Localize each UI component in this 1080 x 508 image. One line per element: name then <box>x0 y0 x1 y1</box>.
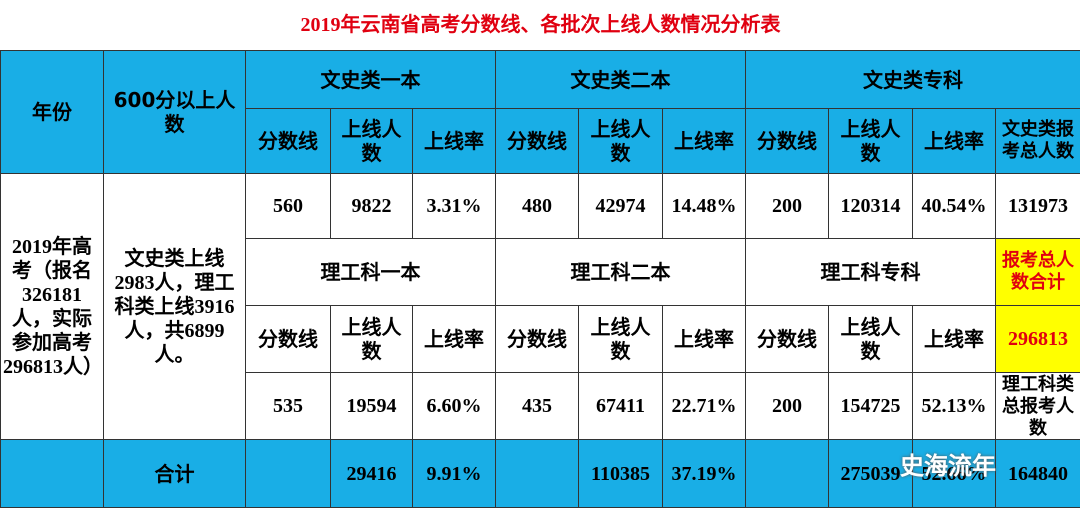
title: 2019年云南省高考分数线、各批次上线人数情况分析表 <box>300 14 781 36</box>
table-cell: 2019年高考（报名326181人，实际参加高考296813人） <box>0 173 104 440</box>
table-cell: 110385 <box>578 439 663 508</box>
table-cell: 报考总人数合计 <box>994 238 1080 306</box>
table-cell: 9.91% <box>412 439 496 508</box>
table-cell: 上线人数 <box>330 305 413 373</box>
table-cell: 42974 <box>578 173 663 239</box>
table-cell: 上线人数 <box>828 108 913 174</box>
table-cell: 理工科二本 <box>495 238 746 306</box>
table-cell: 上线率 <box>912 305 996 373</box>
table-cell: 52.13% <box>912 372 996 440</box>
table-cell: 6.60% <box>412 372 496 440</box>
table-cell: 200 <box>745 372 829 440</box>
watermark: 史海流年 <box>900 452 996 480</box>
table-cell: 600分以上人数 <box>103 50 246 174</box>
table-cell: 分数线 <box>245 108 331 174</box>
table-cell: 分数线 <box>495 305 579 373</box>
table-row: 2019年高考（报名326181人，实际参加高考296813人） 文史类上线298… <box>0 173 1080 440</box>
table-cell: 67411 <box>578 372 663 440</box>
table-cell: 上线率 <box>912 108 996 174</box>
table-cell: 22.71% <box>662 372 746 440</box>
table-cell: 分数线 <box>745 305 829 373</box>
table-cell: 131973 <box>994 173 1080 239</box>
table-cell: 200 <box>745 173 829 239</box>
table-cell: 年份 <box>0 50 104 174</box>
table-cell: 3.31% <box>412 173 496 239</box>
table-row: 分数线 上线人数 上线率 分数线 上线人数 上线率 分数线 上线人数 上线率 296813 <box>1 305 1080 373</box>
table-cell: 435 <box>495 372 579 440</box>
table-cell: 文史类专科 <box>744 50 1080 109</box>
table-cell: 52.66% <box>912 439 996 508</box>
table-cell: 164840 <box>994 439 1080 508</box>
table-cell: 29416 <box>330 439 413 508</box>
table-cell: 理工科类总报考人数 <box>994 372 1080 440</box>
table-cell: 文史类一本 <box>245 50 496 109</box>
table-cell: 上线率 <box>662 305 746 373</box>
empty-cell <box>245 439 331 508</box>
table-cell: 分数线 <box>745 108 829 174</box>
table-cell: 120314 <box>828 173 913 239</box>
table-cell: 理工科一本 <box>245 238 496 306</box>
table-cell: 19594 <box>330 372 413 440</box>
table-cell: 上线率 <box>412 305 496 373</box>
table-row: 分数线 上线人数 上线率 分数线 上线人数 上线率 分数线 上线人数 上线率 文史类报考总人数 <box>0 108 1080 174</box>
table-row: 合计 29416 9.91% 110385 37.19% 275039 52.66% 1648… <box>0 439 1080 508</box>
empty-cell <box>495 439 579 508</box>
empty-cell <box>745 439 829 508</box>
table-row: 理工科一本 理工科二本 理工科专科 报考总人数合计 <box>1 238 1080 306</box>
table-cell: 560 <box>245 173 331 239</box>
table-cell: 535 <box>245 372 331 440</box>
table-cell: 文史类二本 <box>495 50 746 109</box>
table-cell: 上线人数 <box>578 108 663 174</box>
table-cell: 上线率 <box>662 108 746 174</box>
table-cell: 文史类上线2983人，理工科类上线3916人，共6899人。 <box>103 173 246 440</box>
table-cell: 理工科专科 <box>745 238 996 306</box>
table-cell: 154725 <box>828 372 913 440</box>
table-cell: 40.54% <box>912 173 996 239</box>
table-cell: 分数线 <box>245 305 331 373</box>
table-cell: 文史类报考总人数 <box>994 108 1080 174</box>
table-cell: 上线率 <box>412 108 496 174</box>
table-cell: 275039 <box>828 439 913 508</box>
table-cell: 分数线 <box>495 108 579 174</box>
table-cell: 480 <box>495 173 579 239</box>
table-cell: 合计 <box>103 439 246 508</box>
table-cell: 上线人数 <box>578 305 663 373</box>
table-cell: 37.19% <box>662 439 746 508</box>
table-cell: 上线人数 <box>330 108 413 174</box>
table-cell: 9822 <box>330 173 413 239</box>
table-row: 年份 600分以上人数 文史类一本 文史类二本 文史类专科 <box>0 50 1080 174</box>
table-row: 535 19594 6.60% 435 67411 22.71% 200 154725 52.1… <box>1 372 1080 440</box>
empty-cell <box>0 439 104 508</box>
table-row: 2019年云南省高考分数线、各批次上线人数情况分析表 <box>1 0 1080 51</box>
table-cell: 上线人数 <box>828 305 913 373</box>
table-cell: 14.48% <box>662 173 746 239</box>
table-cell: 296813 <box>994 305 1080 373</box>
